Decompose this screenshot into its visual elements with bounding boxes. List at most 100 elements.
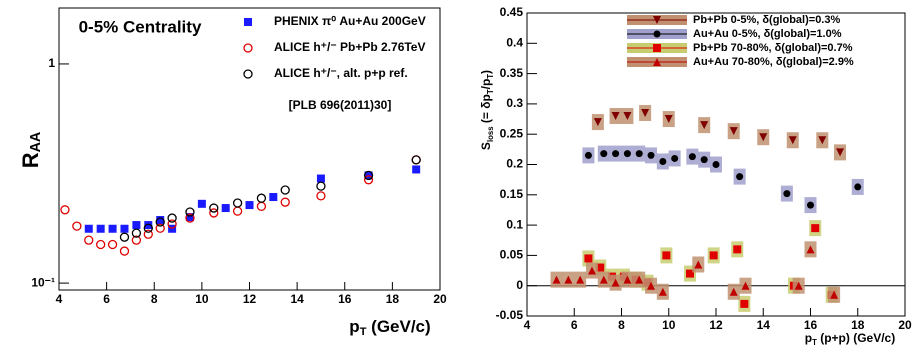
legend-label: Pb+Pb 70-80%, δ(global)=0.7% — [693, 42, 853, 54]
marker — [316, 174, 325, 183]
subscript: T — [812, 338, 817, 347]
x-tick-label: 12 — [243, 292, 257, 306]
y-tick-label: 0.25 — [500, 126, 524, 140]
x-tick-label: 16 — [338, 292, 352, 306]
marker — [836, 148, 845, 157]
marker — [854, 183, 862, 191]
marker — [72, 221, 82, 231]
marker — [108, 224, 117, 233]
x-tick-label: 12 — [709, 318, 723, 332]
marker — [131, 228, 142, 238]
y-tick-label: -0.05 — [496, 308, 524, 322]
x-tick-label: 14 — [757, 318, 771, 332]
marker — [788, 136, 797, 145]
marker — [256, 193, 267, 203]
marker — [411, 155, 421, 165]
marker — [700, 156, 708, 164]
marker — [641, 108, 650, 117]
x-tick-label: 4 — [524, 318, 531, 332]
marker — [584, 151, 592, 159]
legend-label: PHENIX π⁰ Au+Au 200GeV — [274, 14, 426, 28]
marker — [280, 185, 290, 195]
x-tick-label: 16 — [804, 318, 818, 332]
marker — [232, 206, 243, 216]
x-tick-label: 18 — [851, 318, 865, 332]
marker — [733, 245, 742, 254]
x-tick-label: 4 — [56, 292, 63, 306]
x-tick-label: 6 — [103, 292, 110, 306]
y-tick-label: 0.2 — [506, 157, 523, 171]
marker — [688, 153, 696, 161]
marker — [243, 69, 253, 79]
marker — [600, 150, 608, 158]
marker — [671, 154, 679, 162]
marker — [658, 287, 667, 296]
marker — [185, 207, 195, 217]
marker — [653, 16, 661, 24]
label-part: R — [18, 152, 43, 168]
legend-label: Pb+Pb 0-5%, δ(global)=0.3% — [693, 14, 840, 26]
axis-label: pT (p+p) (GeV/c) — [805, 331, 895, 347]
label-part: (p+p) (GeV/c) — [817, 331, 895, 345]
marker — [167, 213, 177, 223]
marker — [280, 197, 290, 207]
marker — [221, 204, 230, 213]
marker — [783, 190, 791, 198]
marker — [209, 203, 219, 213]
x-tick-label: 20 — [433, 292, 447, 306]
marker — [209, 208, 219, 218]
marker — [96, 224, 105, 233]
subscript: T — [360, 326, 367, 338]
label-part: /p — [479, 79, 493, 90]
marker — [84, 235, 94, 245]
x-tick-label: 10 — [662, 318, 676, 332]
marker — [599, 275, 608, 284]
marker — [156, 216, 165, 225]
marker — [729, 127, 738, 136]
marker — [736, 173, 744, 181]
marker — [119, 246, 130, 256]
marker — [830, 290, 839, 299]
marker — [611, 112, 620, 121]
axis-label: pT (GeV/c) — [349, 317, 430, 337]
x-tick-label: 20 — [898, 318, 912, 332]
annotation: 0-5% Centrality — [79, 17, 202, 36]
marker — [587, 266, 596, 275]
marker — [729, 287, 738, 296]
marker — [243, 43, 253, 53]
marker — [155, 223, 165, 233]
y-tick-label: 0 — [516, 278, 523, 292]
marker — [611, 278, 620, 287]
marker — [741, 281, 750, 290]
marker — [811, 224, 820, 233]
marker — [144, 221, 153, 230]
marker — [664, 115, 673, 124]
label-part: p — [349, 317, 359, 336]
marker — [244, 18, 252, 26]
y-tick-label: 10⁻¹ — [31, 275, 55, 289]
marker — [700, 121, 709, 130]
marker — [107, 239, 118, 250]
marker — [818, 136, 827, 145]
x-tick-label: 6 — [571, 318, 578, 332]
y-tick-label: 0.4 — [506, 35, 523, 49]
marker — [316, 191, 326, 201]
marker — [712, 161, 720, 168]
marker — [623, 275, 632, 284]
marker — [132, 221, 141, 230]
y-tick-label: 0.35 — [500, 66, 524, 80]
marker — [119, 232, 130, 242]
reference: [PLB 696(2011)30] — [289, 98, 392, 112]
marker — [653, 44, 661, 52]
marker — [653, 30, 661, 38]
marker — [185, 213, 195, 223]
marker — [596, 263, 605, 272]
marker — [96, 239, 106, 250]
marker — [659, 157, 667, 165]
marker — [759, 133, 768, 142]
marker — [576, 275, 585, 284]
x-tick-label: 18 — [386, 292, 400, 306]
marker — [245, 201, 254, 210]
marker — [120, 224, 129, 233]
